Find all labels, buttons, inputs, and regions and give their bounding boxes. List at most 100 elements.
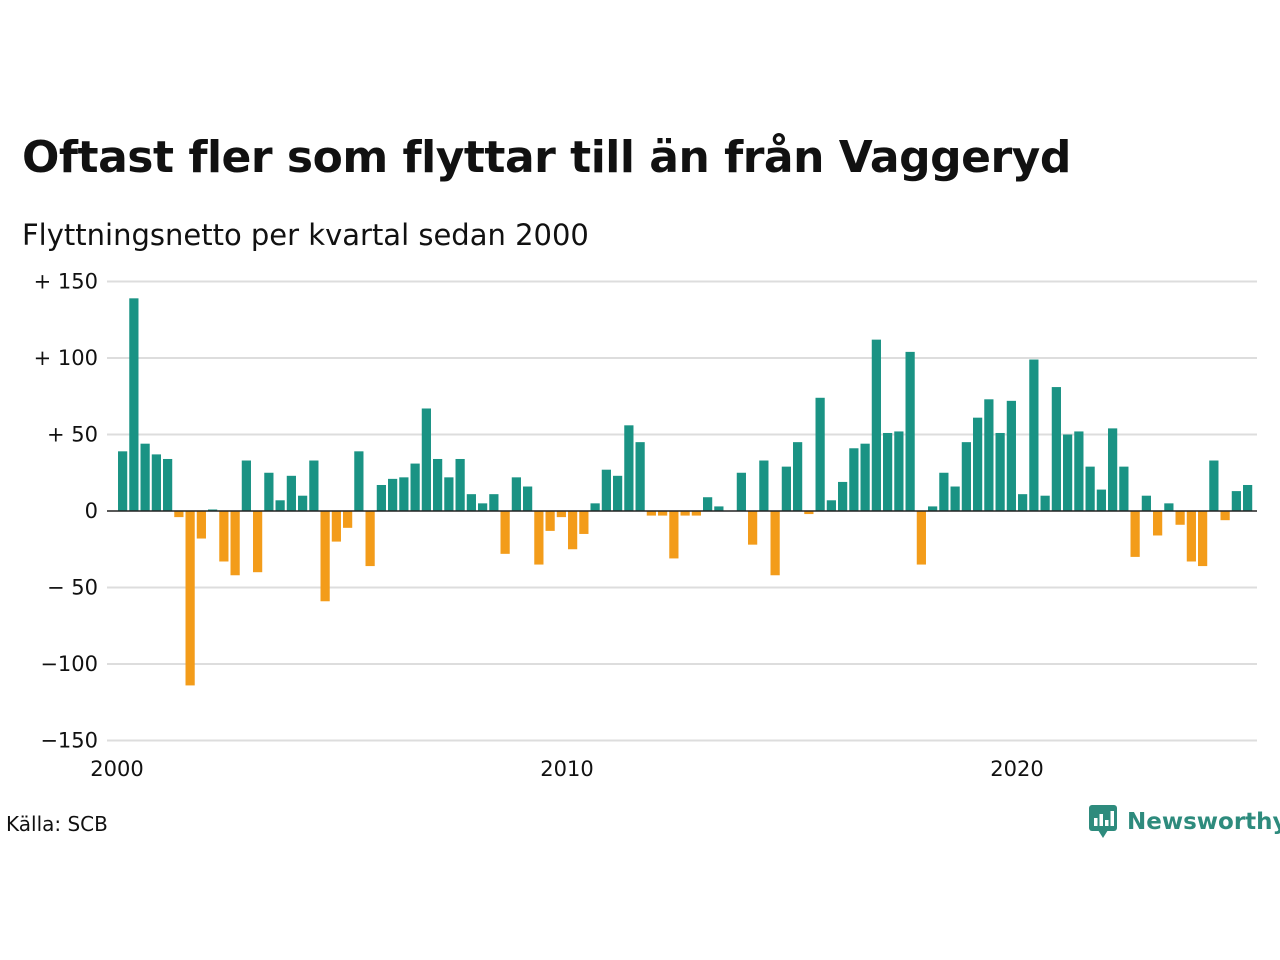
bar [1175,511,1185,525]
bar [1130,511,1140,557]
bar [388,478,398,511]
bar-chart-speech-bubble-icon [1089,805,1117,838]
x-axis-ticks: 2000 2010 2020 [90,757,1043,781]
bar [455,458,465,511]
bar [748,511,758,545]
bar [815,397,825,511]
bar [804,511,814,515]
bar [691,511,701,516]
bar [568,511,578,550]
bar [129,298,139,511]
bar [354,451,364,511]
brand-logo: Newsworthy [1088,804,1280,840]
bar [1074,431,1084,511]
bar [624,425,634,511]
bar [703,497,713,511]
bar [230,511,240,576]
bar [433,458,443,511]
bar [1198,511,1208,567]
bar [534,511,544,565]
bar [928,506,938,511]
bar [196,511,206,539]
bar [410,463,420,511]
bar [298,495,308,511]
bar [973,417,983,511]
bar [1209,460,1219,511]
bar [613,475,623,511]
bar [714,506,724,511]
bar [781,466,791,511]
bar [1119,466,1129,511]
bar [1040,495,1050,511]
bar [286,475,296,511]
bar [635,442,645,511]
y-tick-label: + 50 [47,423,98,447]
bar [601,469,611,511]
bar [545,511,555,531]
bar [1085,466,1095,511]
bar [793,442,803,511]
bar [984,399,994,511]
bar [961,442,971,511]
bar [1243,484,1253,511]
bar [309,460,319,511]
y-tick-label: − 50 [47,576,98,600]
bar [523,486,533,511]
bar [995,432,1005,511]
bar [219,511,229,562]
bar [1141,495,1151,511]
bar [883,432,893,511]
bar [151,454,161,511]
bar [826,500,836,511]
y-tick-label: + 100 [34,346,98,370]
bar [275,500,285,511]
bar [185,511,195,686]
bar [208,509,218,511]
bar [444,477,454,511]
bar [590,503,600,511]
bar [905,351,915,511]
brand-name: Newsworthy [1127,809,1280,835]
bar [556,511,566,518]
bar [399,477,409,511]
bar [950,486,960,511]
bar [1006,400,1016,511]
x-tick-label: 2020 [990,757,1043,781]
x-tick-label: 2000 [90,757,143,781]
bar [1063,434,1073,511]
bar [579,511,589,534]
bar [511,477,521,511]
bar [646,511,656,516]
bar [421,408,431,511]
bar [331,511,341,542]
bar [500,511,510,554]
bar [1051,387,1061,511]
bar [1029,359,1039,511]
bar [466,494,476,511]
bar [320,511,330,602]
bar [849,448,859,511]
y-tick-label: −100 [40,652,98,676]
bar [1186,511,1196,562]
bar [140,443,150,511]
source-label: Källa: SCB [6,812,108,836]
bar [1164,503,1174,511]
bar [1108,428,1118,511]
bar [478,503,488,511]
bar [669,511,679,559]
bar [894,431,904,511]
bar [118,451,128,511]
bar [860,443,870,511]
bar [489,494,499,511]
bar [736,472,746,511]
bar [163,458,173,511]
y-tick-label: −150 [40,729,98,753]
bar [916,511,926,565]
bar [264,472,274,511]
y-axis-ticks: + 150 + 100 + 50 0 − 50 −100 −150 [34,270,98,753]
bar [871,339,881,511]
bar [343,511,353,528]
bar [759,460,769,511]
bar [1096,489,1106,511]
